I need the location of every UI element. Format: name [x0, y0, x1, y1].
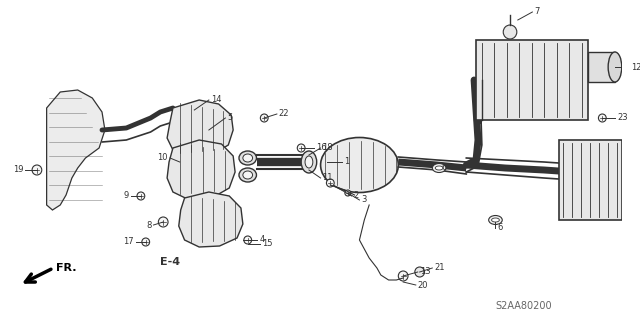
Text: FR.: FR.	[56, 263, 77, 273]
Text: 12: 12	[632, 63, 640, 71]
Text: 22: 22	[279, 109, 289, 118]
Text: 2: 2	[354, 191, 359, 201]
Circle shape	[398, 271, 408, 281]
Text: 6: 6	[497, 224, 503, 233]
Circle shape	[326, 179, 334, 187]
Text: 10: 10	[157, 153, 168, 162]
Circle shape	[260, 114, 268, 122]
Polygon shape	[167, 100, 233, 158]
Text: 14: 14	[211, 95, 221, 105]
Text: 15: 15	[262, 240, 273, 249]
Ellipse shape	[301, 151, 317, 173]
Text: 19: 19	[13, 166, 23, 174]
Circle shape	[158, 217, 168, 227]
Ellipse shape	[243, 154, 253, 162]
Bar	[588, 52, 615, 82]
Text: 17: 17	[124, 238, 134, 247]
Text: 1: 1	[344, 158, 349, 167]
Circle shape	[297, 144, 305, 152]
Text: 7: 7	[534, 8, 540, 17]
Circle shape	[345, 190, 351, 196]
Circle shape	[32, 165, 42, 175]
Circle shape	[598, 114, 606, 122]
Polygon shape	[167, 140, 235, 200]
Text: 9: 9	[124, 191, 129, 201]
Bar	[476, 40, 588, 120]
Circle shape	[142, 238, 150, 246]
Circle shape	[415, 267, 424, 277]
Ellipse shape	[305, 156, 313, 168]
Ellipse shape	[239, 168, 257, 182]
Text: 21: 21	[435, 263, 445, 272]
Polygon shape	[47, 90, 105, 210]
Ellipse shape	[321, 137, 398, 192]
Text: 3: 3	[362, 196, 367, 204]
Circle shape	[503, 25, 517, 39]
Ellipse shape	[492, 218, 499, 222]
Text: 16: 16	[316, 144, 326, 152]
Text: 8: 8	[146, 220, 152, 229]
Text: 13: 13	[420, 268, 430, 277]
Text: 23: 23	[617, 114, 627, 122]
Text: 4: 4	[259, 235, 264, 244]
Text: E-4: E-4	[160, 257, 180, 267]
Circle shape	[244, 236, 252, 244]
Text: 18: 18	[323, 144, 333, 152]
Text: 6: 6	[441, 164, 447, 173]
Ellipse shape	[243, 171, 253, 179]
Circle shape	[137, 192, 145, 200]
Ellipse shape	[432, 164, 446, 173]
Ellipse shape	[239, 151, 257, 165]
Text: 20: 20	[418, 280, 428, 290]
Polygon shape	[179, 192, 243, 247]
Text: S2AA80200: S2AA80200	[495, 301, 552, 311]
Ellipse shape	[608, 52, 621, 82]
Text: 11: 11	[323, 174, 333, 182]
Text: 5: 5	[227, 114, 232, 122]
Ellipse shape	[489, 216, 502, 225]
Bar	[559, 140, 621, 220]
Ellipse shape	[435, 166, 443, 170]
